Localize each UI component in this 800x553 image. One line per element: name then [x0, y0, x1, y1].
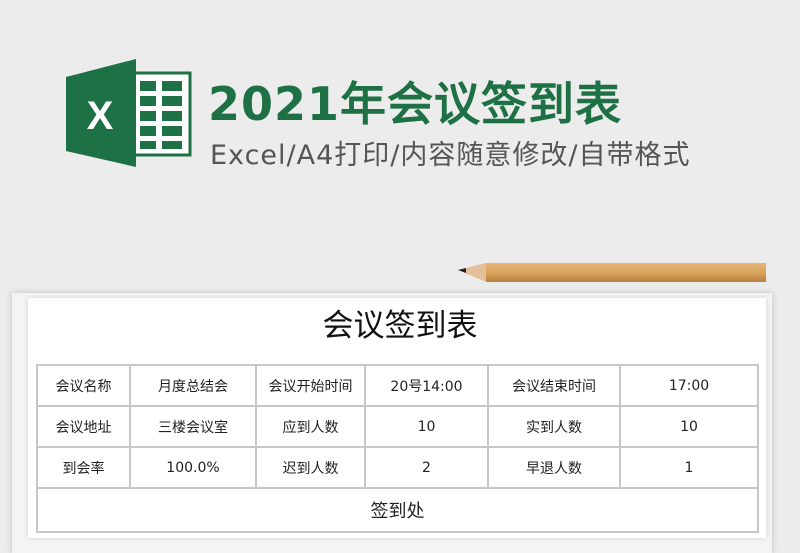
sheet-title: 会议签到表: [322, 308, 478, 344]
cell[interactable]: 到会率: [36, 446, 131, 489]
cell[interactable]: 10: [364, 405, 489, 448]
pencil-icon: [458, 263, 766, 282]
meeting-info-table: 会议名称 月度总结会 会议开始时间 20号14:00 会议结束时间 17:00 会议地址三…: [36, 364, 759, 533]
cell[interactable]: 2: [364, 446, 489, 489]
cell[interactable]: 迟到人数: [255, 446, 366, 489]
cell[interactable]: 会议地址: [36, 405, 131, 448]
cell[interactable]: 三楼会议室: [129, 405, 257, 448]
cell[interactable]: 实到人数: [487, 405, 621, 448]
cell[interactable]: 10: [619, 405, 759, 448]
cell[interactable]: 100.0%: [129, 446, 257, 489]
table-row: 签到处: [36, 487, 759, 533]
logo-letter: X: [87, 94, 114, 138]
banner-subtitle: Excel/A4打印/内容随意修改/自带格式: [210, 140, 691, 171]
cell[interactable]: 会议名称: [36, 364, 131, 407]
table-row: 到会率 100.0% 迟到人数 2 早退人数 1: [36, 446, 759, 489]
banner-title: 2021年会议签到表: [208, 77, 623, 131]
cell[interactable]: 月度总结会: [129, 364, 257, 407]
sign-in-section-header[interactable]: 签到处: [36, 487, 759, 533]
excel-logo-icon: X: [66, 59, 192, 167]
cell[interactable]: 会议开始时间: [255, 364, 366, 407]
table-row: 会议名称 月度总结会 会议开始时间 20号14:00 会议结束时间 17:00: [36, 364, 759, 407]
cell[interactable]: 早退人数: [487, 446, 621, 489]
table-row: 会议地址 三楼会议室 应到人数 10 实到人数 10: [36, 405, 759, 448]
cell[interactable]: 1: [619, 446, 759, 489]
cell[interactable]: 17:00: [619, 364, 759, 407]
cell[interactable]: 20号14:00: [364, 364, 489, 407]
cell[interactable]: 会议结束时间: [487, 364, 621, 407]
cell[interactable]: 应到人数: [255, 405, 366, 448]
